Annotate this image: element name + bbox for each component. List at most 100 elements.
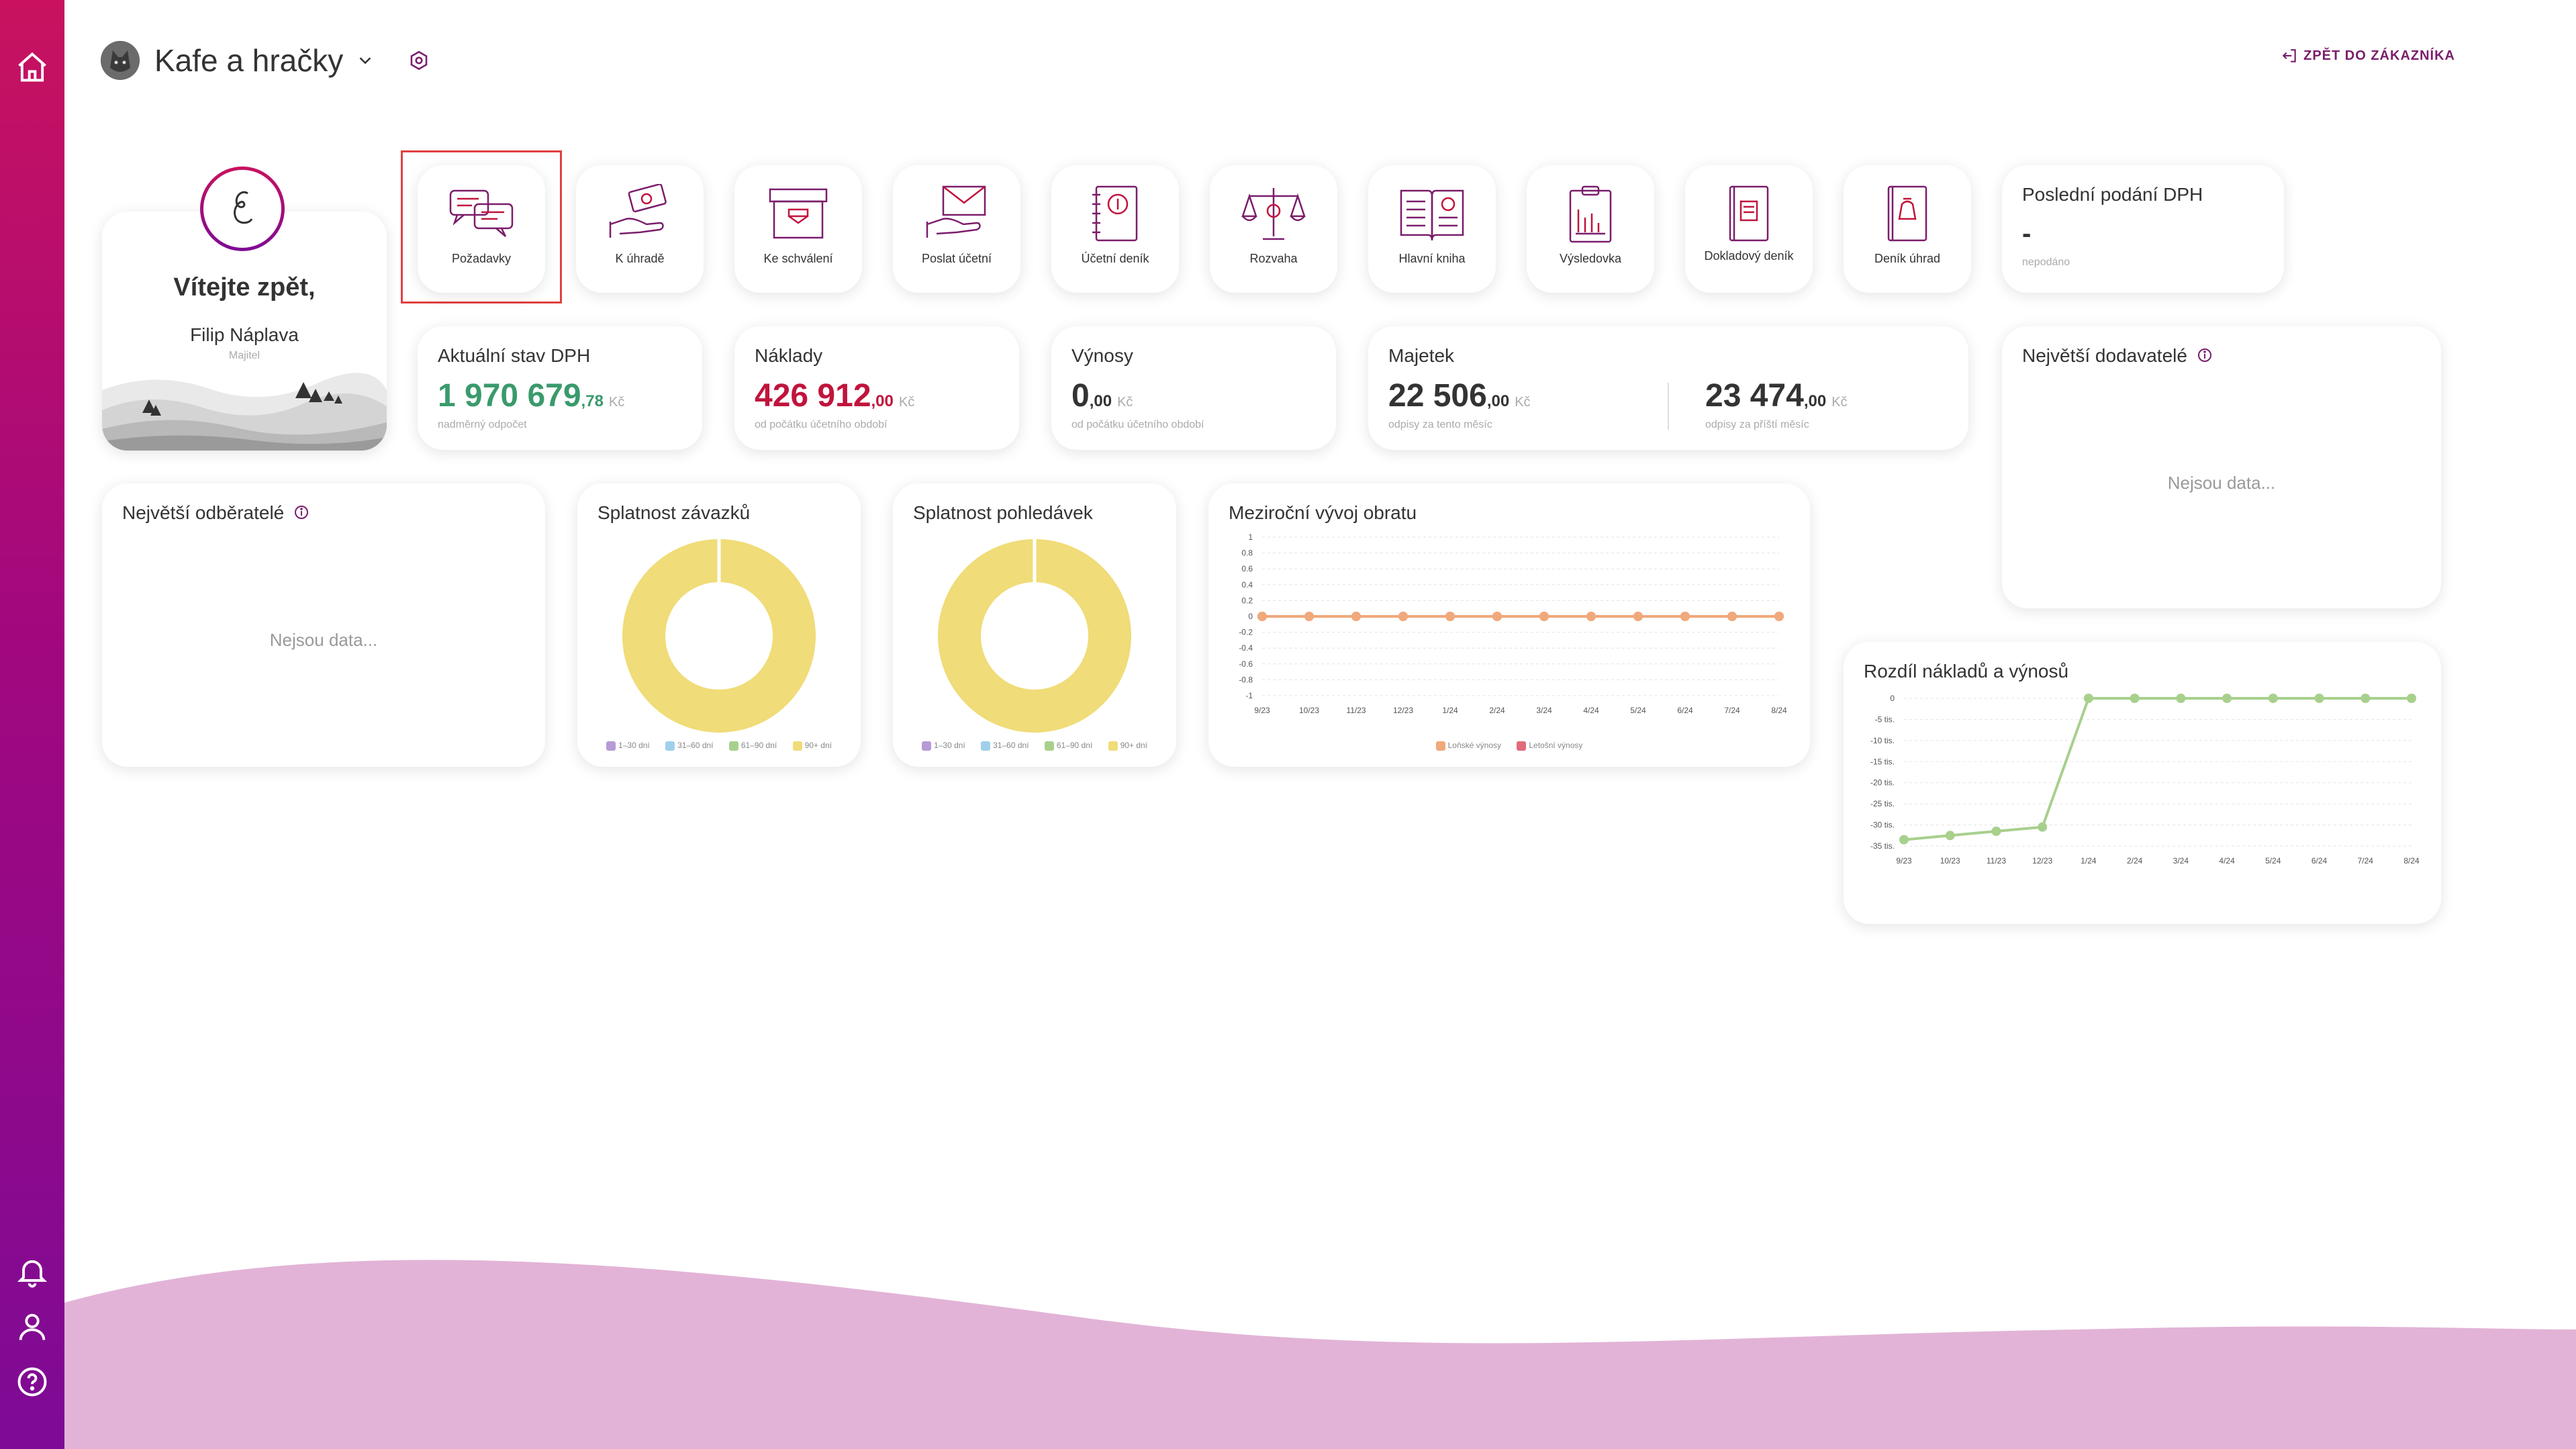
last-vat-card: Poslední podání DPH - nepodáno <box>2002 165 2284 293</box>
tile-label: Požadavky <box>451 252 512 265</box>
donut-slice <box>622 539 816 733</box>
revenue-card[interactable]: Výnosy 0,00 Kč od počátku účetního období <box>1051 326 1336 450</box>
sidebar <box>0 0 64 1449</box>
home-icon[interactable] <box>15 50 50 85</box>
tile-vysledovka[interactable]: Výsledovka <box>1527 165 1654 293</box>
y-tick-label: -1 <box>1245 691 1253 700</box>
archive-box-icon <box>769 188 828 239</box>
legend-label: 61–90 dní <box>741 741 777 751</box>
vat-amount-int: 1 970 679 <box>438 378 581 414</box>
data-point <box>1727 612 1737 621</box>
legend-swatch-90-plus <box>792 741 802 751</box>
tile-ke-schvaleni[interactable]: Ke schválení <box>734 165 862 293</box>
donut-slice <box>938 539 1131 733</box>
company-header: Kafe a hračky <box>101 39 430 82</box>
data-point <box>1586 612 1596 621</box>
revenue-amount-dec: ,00 <box>1089 392 1112 410</box>
envelope-hand-icon <box>926 185 986 238</box>
data-point <box>1398 612 1408 621</box>
costs-amount-int: 426 912 <box>755 378 871 414</box>
revenue-note: od počátku účetního období <box>1071 419 1204 430</box>
series-line <box>1903 697 2412 841</box>
legend-swatch-this-year <box>1517 741 1527 751</box>
data-point <box>1492 612 1502 621</box>
payment-book-icon <box>1887 185 1927 242</box>
legend-swatch-61-90 <box>1044 741 1054 751</box>
bell-icon[interactable] <box>15 1254 50 1289</box>
vat-note: nadměrný odpočet <box>438 419 527 430</box>
legend-label: 31–60 dní <box>993 741 1029 751</box>
x-tick-label: 6/24 <box>1677 706 1693 715</box>
payables-card: Splatnost závazků 1–30 dní 31–60 dní 61–… <box>577 483 861 767</box>
vat-amount-dec: ,78 <box>581 392 604 410</box>
assets-this-month-amount: 22 506,00 Kč <box>1388 377 1531 414</box>
tile-poslat-ucetni[interactable]: Poslat účetní <box>893 165 1020 293</box>
company-name[interactable]: Kafe a hračky <box>154 43 344 78</box>
diff-title: Rozdíl nákladů a výnosů <box>1864 661 2069 682</box>
legend-label: 90+ dní <box>1120 741 1147 751</box>
y-tick-label: -5 tis. <box>1875 714 1895 724</box>
legend-swatch-31-60 <box>665 741 675 751</box>
vat-title: Aktuální stav DPH <box>438 345 591 366</box>
x-tick-label: 9/23 <box>1254 706 1270 715</box>
x-tick-label: 5/24 <box>1630 706 1646 715</box>
dollar-notebook-icon <box>1092 185 1138 242</box>
x-tick-label: 6/24 <box>2311 856 2328 866</box>
x-tick-label: 10/23 <box>1299 706 1319 715</box>
back-to-customer-link[interactable]: ZPĚT DO ZÁKAZNÍKA <box>2281 47 2455 64</box>
open-book-icon <box>1400 189 1464 241</box>
tile-ucetni-denik[interactable]: Účetní deník <box>1051 165 1179 293</box>
tile-k-uhrade[interactable]: K úhradě <box>576 165 704 293</box>
yoy-line-chart: 1 0.8 0.6 0.4 0.2 0 -0.2 -0.4 -0.6 -0.8 -19/23 10/2… <box>1239 532 1787 715</box>
tile-hlavni-kniha[interactable]: Hlavní kniha <box>1368 165 1496 293</box>
tile-denik-uhrad[interactable]: Deník úhrad <box>1844 165 1971 293</box>
assets-a-currency: Kč <box>1515 395 1531 410</box>
y-tick-label: -30 tis. <box>1870 821 1895 830</box>
y-tick-label: 1 <box>1248 532 1253 542</box>
user-icon[interactable] <box>15 1309 50 1344</box>
tile-label: Deník úhrad <box>1874 252 1941 265</box>
help-icon[interactable] <box>15 1364 50 1399</box>
assets-card[interactable]: Majetek 22 506,00 Kč odpisy za tento měsí… <box>1368 326 1968 450</box>
data-point <box>2268 694 2278 703</box>
tile-label: Účetní deník <box>1081 252 1149 265</box>
x-tick-label: 1/24 <box>2081 856 2097 866</box>
customers-card: Největší odběratelé Nejsou data... <box>102 483 545 767</box>
settings-icon[interactable] <box>408 49 430 72</box>
receivables-card: Splatnost pohledávek 1–30 dní 31–60 dní … <box>893 483 1176 767</box>
tile-pozadavky[interactable]: Požadavky <box>418 165 545 293</box>
tile-dokladovy-denik[interactable]: Dokladový deník <box>1685 165 1813 293</box>
x-tick-label: 3/24 <box>2173 856 2189 866</box>
tile-label: Ke schválení <box>763 252 833 265</box>
legend-item: Letošní výnosy <box>1517 741 1582 751</box>
vat-card[interactable]: Aktuální stav DPH 1 970 679,78 Kč nadměrn… <box>418 326 702 450</box>
assets-title: Majetek <box>1388 345 1455 366</box>
assets-divider <box>1668 383 1669 430</box>
mountains-illustration <box>102 373 387 451</box>
receivables-donut-chart <box>938 539 1131 733</box>
legend-swatch-31-60 <box>981 741 991 751</box>
legend-label: 31–60 dní <box>677 741 714 751</box>
tile-rozvaha[interactable]: Rozvaha <box>1210 165 1337 293</box>
suppliers-empty: Nejsou data... <box>2167 473 2276 493</box>
legend-label: 61–90 dní <box>1056 741 1093 751</box>
y-tick-label: -25 tis. <box>1870 799 1895 808</box>
data-point <box>1945 831 1955 841</box>
legend-item: 61–90 dní <box>1044 741 1093 751</box>
data-point <box>1899 835 1909 845</box>
y-tick-label: -0.8 <box>1239 675 1253 684</box>
y-tick-label: -20 tis. <box>1870 778 1895 788</box>
info-icon[interactable] <box>293 504 309 525</box>
tile-label: Poslat účetní <box>921 252 992 265</box>
costs-title: Náklady <box>755 345 823 366</box>
legend-item: 1–30 dní <box>606 741 650 751</box>
x-tick-label: 11/23 <box>1987 856 2006 866</box>
chevron-down-icon[interactable] <box>355 50 375 71</box>
y-tick-label: 0 <box>1248 612 1253 621</box>
costs-card[interactable]: Náklady 426 912,00 Kč od počátku účetního… <box>734 326 1019 450</box>
diff-line-chart: 0 -5 tis. -10 tis. -15 tis. -20 tis. -25 tis.… <box>1870 694 2420 866</box>
legend-item: 31–60 dní <box>981 741 1029 751</box>
assets-a-int: 22 506 <box>1388 378 1487 414</box>
info-icon[interactable] <box>2197 346 2213 368</box>
revenue-amount-int: 0 <box>1071 378 1090 414</box>
